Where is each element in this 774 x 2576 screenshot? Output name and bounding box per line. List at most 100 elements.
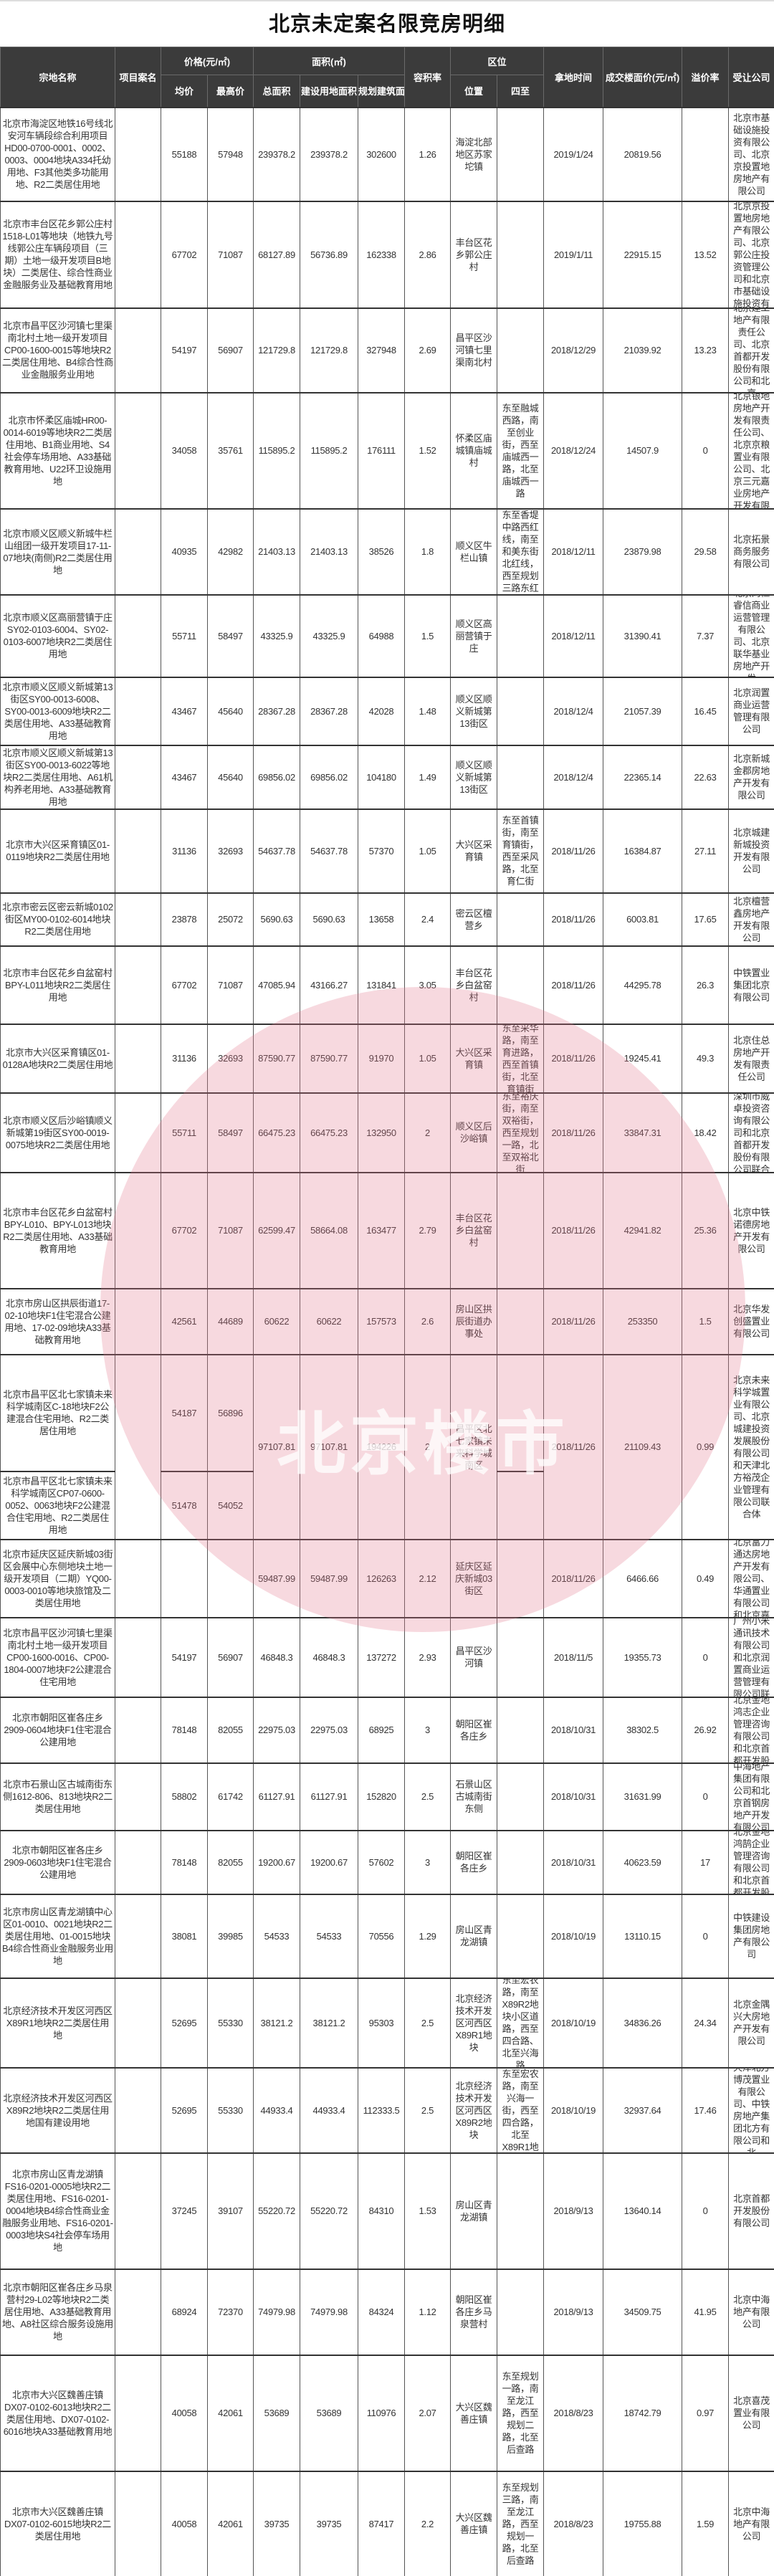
bounds-text: 东至香堤中路西红线，南至和美东街北红线，西至规划三路东红	[502, 510, 539, 593]
date-text: 2018/11/26	[551, 979, 596, 991]
cell-premium: 0.97	[682, 2354, 730, 2471]
total-text: 97107.81	[258, 1441, 295, 1452]
table-row: 北京市昌平区沙河镇七里渠南北村土地一级开发项目CP00-1600-0015等地块…	[0, 307, 774, 393]
cell-premium: 22.63	[682, 744, 730, 809]
max-text: 56896	[218, 1407, 243, 1418]
cell-planned: 84324	[357, 2268, 406, 2355]
premium-text: 0.99	[696, 1441, 715, 1452]
name-text: 北京市房山区拱辰街道17-02-10地块F1住宅混合公建用地、17-02-09地…	[4, 1297, 111, 1345]
cell-location: 密云区檀营乡	[450, 892, 498, 946]
cell-avg: 51478	[161, 1470, 208, 1540]
name-text: 北京市延庆区延庆新城03街区会展中心东侧地块土地一级开发项目（二期）YQ00-0…	[2, 1548, 113, 1608]
planned-text: 42028	[368, 705, 394, 717]
avg-text: 68924	[171, 2307, 197, 2317]
cell-land: 87590.77	[300, 1023, 358, 1093]
cell-project	[115, 1092, 161, 1173]
land-text: 44933.4	[312, 2104, 345, 2116]
cell-name: 北京市朝阳区崔各庄乡马泉营村29-L02等地块R2二类居住用地、A33基础教育用…	[0, 2268, 115, 2355]
company-text: 北京银地房地产开发有限责任公司、北京京粮置业有限公司、北京三元嘉业房地产开发有限	[733, 393, 770, 508]
bounds-text: 东至采华路，南至育进路，西至首镇街，北至育镇街	[502, 1024, 539, 1092]
cell-project	[115, 1538, 161, 1618]
company-text: 北京市基础设施投资有限公司、北京京投置地房地产有限公司	[733, 112, 770, 196]
planned-text: 132950	[366, 1127, 396, 1138]
planned-text: 68925	[368, 1725, 394, 1735]
cell-price: 19355.73	[603, 1616, 683, 1697]
cell-land: 115895.2	[300, 391, 358, 509]
cell-price: 6003.81	[603, 892, 683, 946]
company-text: 中铁置业集团北京有限公司	[733, 967, 770, 1003]
cell-bounds	[497, 744, 545, 809]
far-text: 2.5	[421, 2017, 434, 2028]
location-text: 顺义区高丽营镇于庄	[455, 618, 492, 654]
cell-land: 19200.67	[300, 1829, 358, 1894]
cell-land: 53689	[300, 2354, 358, 2471]
total-text: 22975.03	[258, 1725, 295, 1735]
project-text	[115, 393, 161, 508]
cell-bounds	[497, 1829, 545, 1894]
cell-avg: 55711	[161, 593, 208, 677]
date-text: 2018/12/4	[553, 771, 593, 783]
cell-bounds	[497, 1470, 545, 1540]
cell-max: 58497	[207, 593, 254, 677]
cell-far: 2.93	[404, 1616, 452, 1697]
cell-project	[115, 892, 161, 946]
cell-planned: 38526	[357, 507, 406, 595]
total-text: 54533	[264, 1930, 290, 1942]
cell-price: 18742.79	[603, 2354, 683, 2471]
avg-text: 40058	[171, 2518, 197, 2529]
cell-max: 56896	[207, 1353, 254, 1471]
cell-planned: 57370	[357, 808, 406, 893]
cell-total: 43325.9	[253, 593, 300, 677]
cell-total: 66475.23	[253, 1092, 300, 1173]
cell-location: 石景山区古城南街东侧	[450, 1762, 498, 1831]
total-text: 44933.4	[260, 2104, 293, 2116]
max-text: 25072	[218, 914, 243, 925]
date-text: 2018/10/31	[550, 1725, 596, 1735]
table-row: 北京市石景山区古城南街东侧1612-806、813地块R2二类居住用地 58802…	[0, 1762, 774, 1831]
cell-max: 45640	[207, 744, 254, 809]
cell-price: 22915.15	[603, 200, 683, 308]
cell-premium: 49.3	[682, 1023, 730, 1093]
cell-planned: 152820	[357, 1762, 406, 1831]
cell-premium: 0	[682, 1616, 730, 1697]
cell-bounds	[497, 1538, 545, 1618]
cell-price: 21039.92	[603, 307, 683, 393]
header-price-group: 价格(元/㎡)	[161, 47, 254, 75]
date-text: 2018/9/13	[553, 2307, 593, 2317]
cell-land: 54637.78	[300, 808, 358, 893]
avg-text: 67702	[171, 1225, 197, 1236]
table-body: 北京市海淀区地铁16号线北安河车辆段综合利用项目HD00-0700-0001、0…	[0, 106, 774, 2576]
name-text: 北京市顺义区顺义新城第13街区SY00-0013-6022等地块R2二类居住用地…	[2, 747, 113, 807]
cell-max: 82055	[207, 1829, 254, 1894]
cell-location: 丰台区花乡白盆窑村	[450, 1171, 498, 1289]
premium-text: 29.58	[694, 546, 717, 557]
cell-price: 22365.14	[603, 744, 683, 809]
company-text: 北京未来科学城置业有限公司、北京城建投资发展股份有限公司和天津北方裕茂企业管理有…	[733, 1374, 770, 1520]
project-text	[115, 1698, 161, 1762]
cell-avg: 58802	[161, 1762, 208, 1831]
cell-avg: 40935	[161, 507, 208, 595]
avg-text: 67702	[171, 979, 197, 991]
cell-company: 北京建工地产有限责任公司、北京首都开发股份有限公司和北京	[728, 307, 774, 393]
cell-project	[115, 593, 161, 677]
cell-total: 61127.91	[253, 1762, 300, 1831]
table-row: 北京市延庆区延庆新城03街区会展中心东侧地块土地一级开发项目（二期）YQ00-0…	[0, 1538, 774, 1618]
cell-far: 1.29	[404, 1893, 452, 1978]
cell-name: 北京市房山区拱辰街道17-02-10地块F1住宅混合公建用地、17-02-09地…	[0, 1287, 115, 1355]
far-text: 2.86	[419, 249, 436, 260]
project-text	[115, 596, 161, 677]
cell-location: 海淀北部地区苏家坨镇	[450, 106, 498, 201]
name-text: 北京市房山区青龙湖镇FS16-0201-0005地块R2二类居住用地、FS16-…	[2, 2169, 113, 2253]
planned-text: 70556	[368, 1930, 394, 1942]
name-text: 北京市昌平区北七家镇未来科学城南区C-18地块F2公建混合住宅用地、R2二类居住…	[3, 1389, 113, 1436]
company-text: 北京中海地产有限公司	[733, 2506, 770, 2542]
cell-company: 北京新城金郡房地产开发有限公司	[728, 744, 774, 809]
cell-company: 北京市基础设施投资有限公司、北京京投置地房地产有限公司	[728, 106, 774, 201]
cell-max: 58497	[207, 1092, 254, 1173]
avg-text: 54187	[171, 1407, 197, 1418]
cell-price: 40623.59	[603, 1829, 683, 1894]
cell-company: 中铁置业集团北京有限公司	[728, 945, 774, 1024]
far-text: 1.53	[419, 2205, 436, 2216]
price-text: 34509.75	[624, 2307, 661, 2317]
